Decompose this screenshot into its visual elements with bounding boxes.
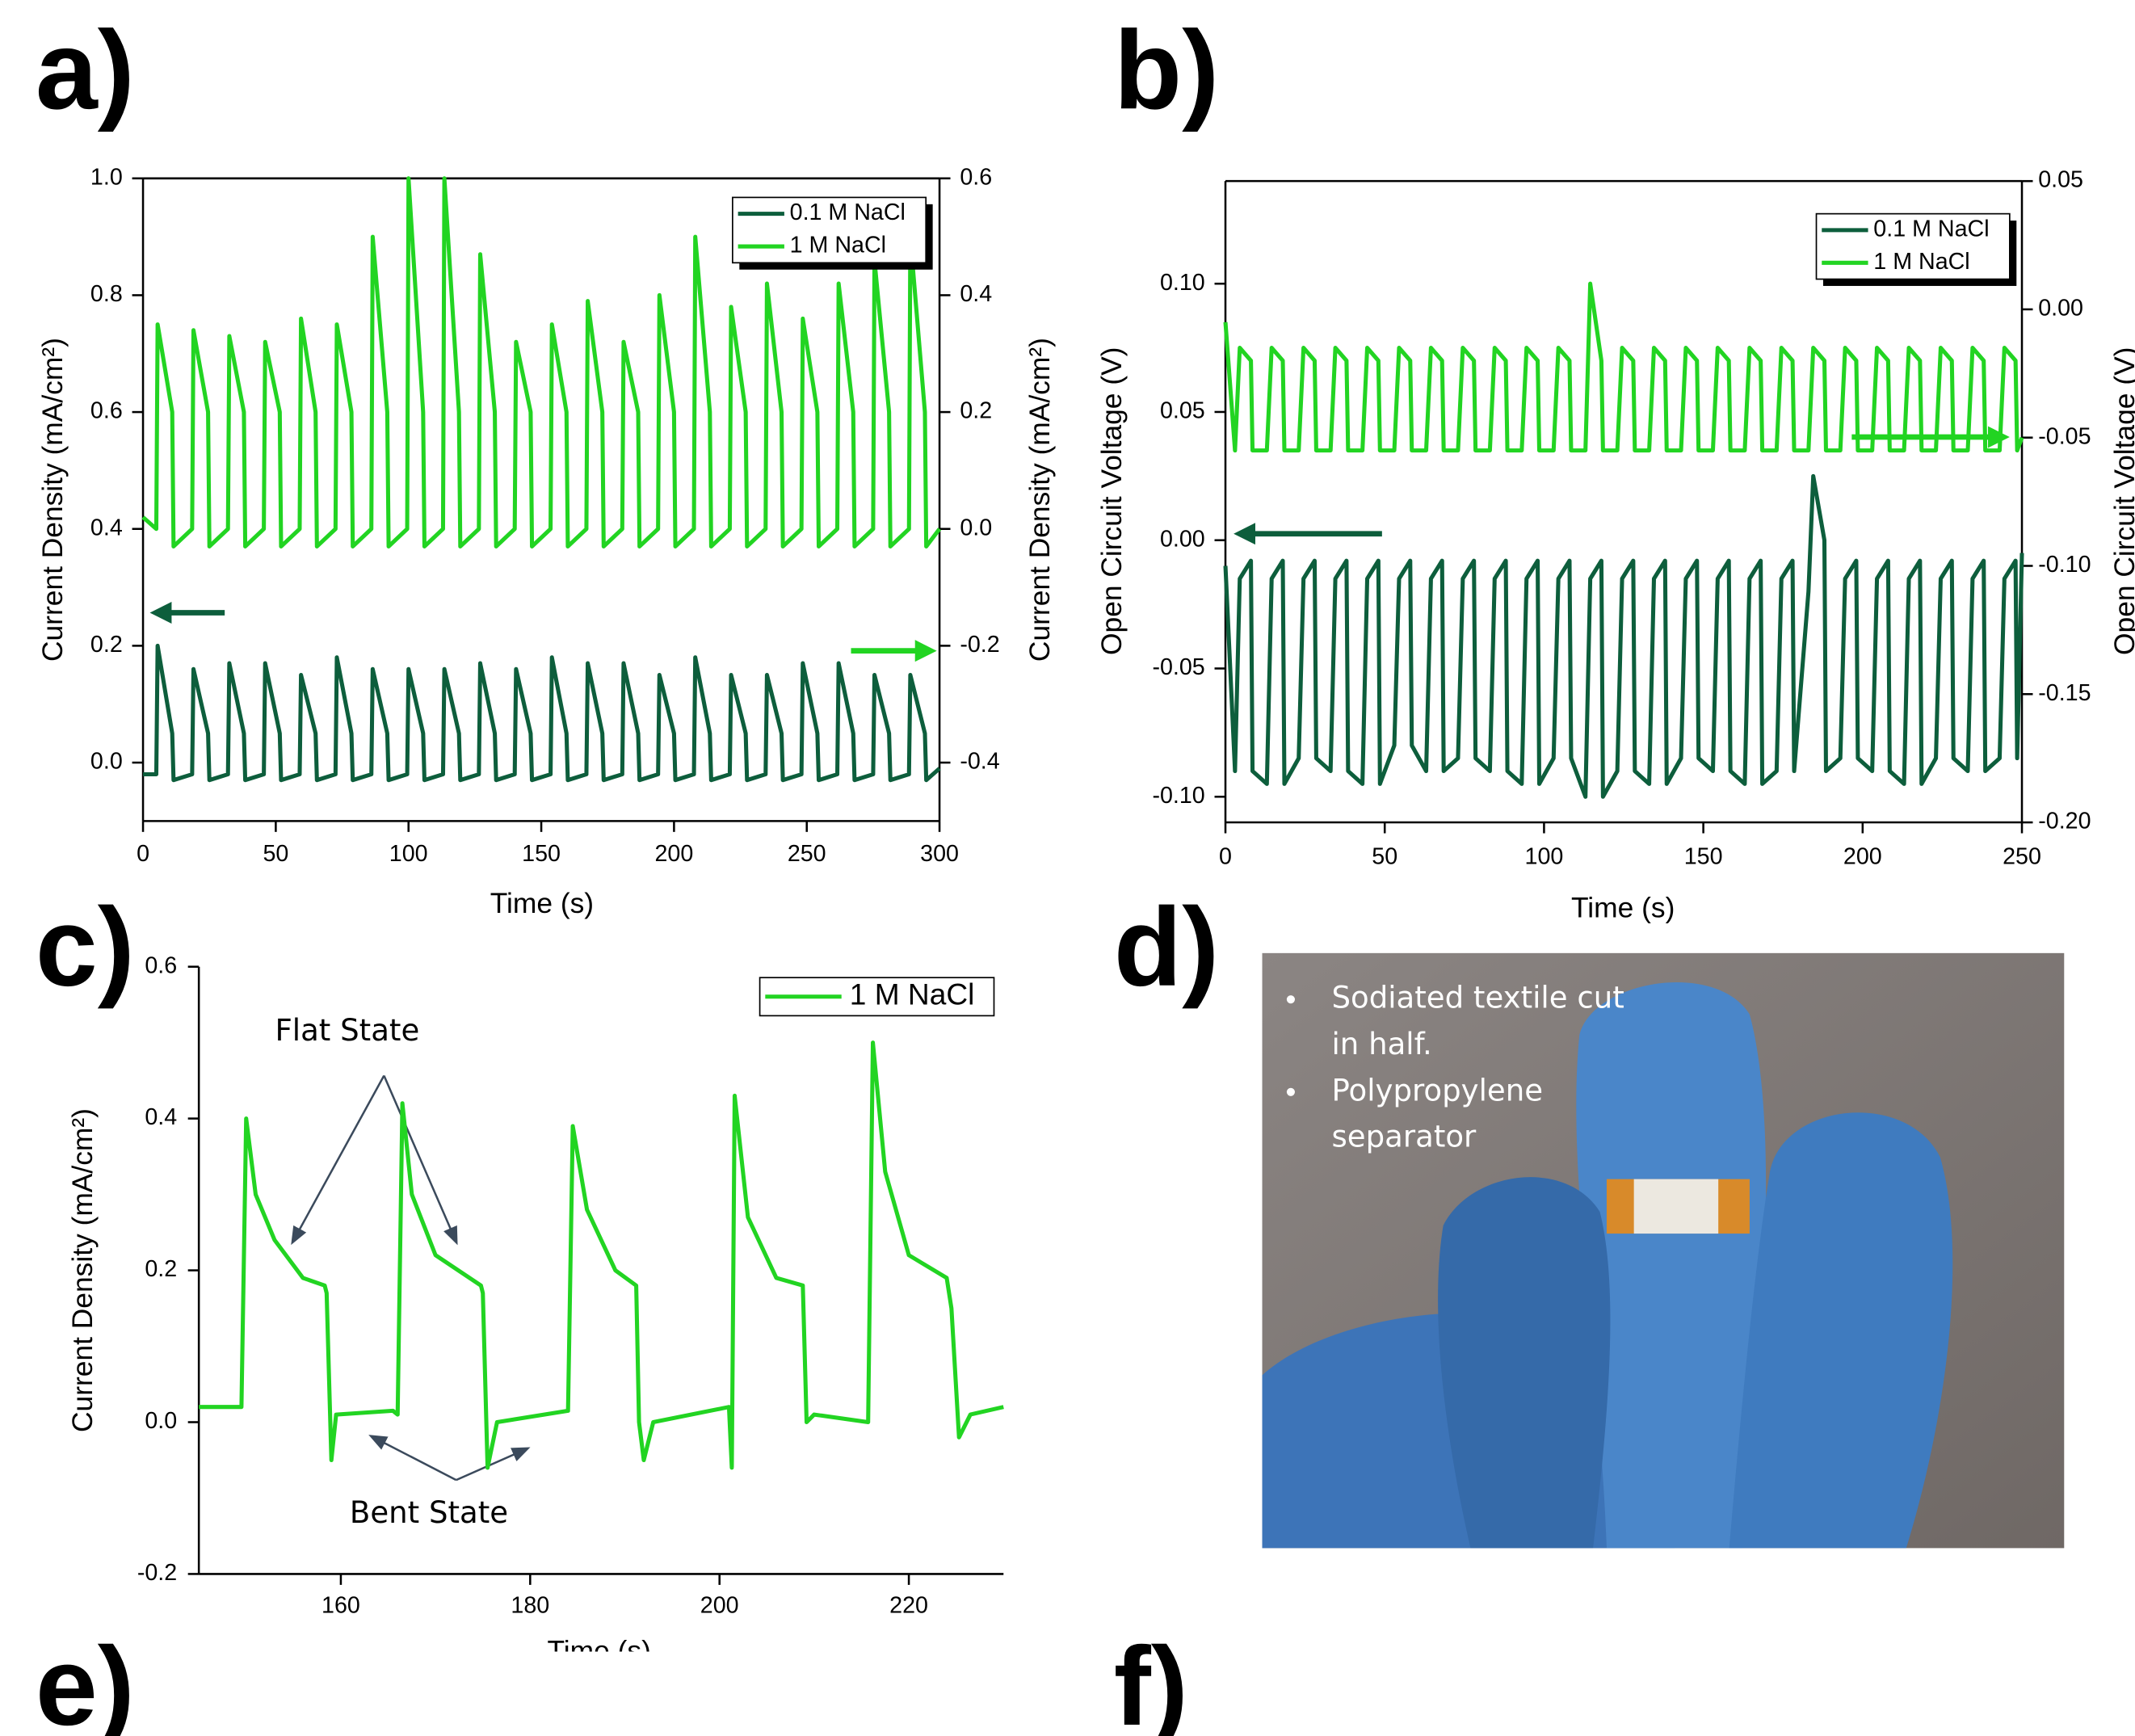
x-tick-label: 160 [322,1592,360,1618]
separator [1633,1179,1719,1234]
glove [1576,982,1767,1549]
series-line [1223,473,2024,799]
x-tick-label: 220 [889,1592,928,1618]
x-tick-label: 200 [654,841,693,867]
x-tick-label: 0 [1219,843,1232,869]
bullet [1286,995,1295,1004]
y2-tick-label: 0.6 [960,164,992,190]
arrow [383,1075,458,1246]
series-line [199,1040,1004,1470]
y-tick-label: 0.4 [145,1104,177,1130]
annotation: Flat State [275,1013,419,1048]
legend-label: 0.1 M NaCl [790,200,906,225]
y-tick-label: 0.6 [145,952,177,978]
panel-label: b) [1114,8,1219,132]
y-tick-label: -0.2 [137,1560,177,1586]
y-tick-label: 0.0 [90,749,123,775]
x-tick-label: 150 [522,841,561,867]
y2-tick-label: 0.05 [2038,167,2083,193]
y-tick-label: 0.00 [1160,526,1205,552]
y-tick-label: 0.6 [90,398,123,424]
y-tick-label: 0.2 [90,632,123,658]
x-tick-label: 200 [1843,843,1882,869]
legend-box [1815,212,2011,280]
legend-label: 1 M NaCl [790,233,886,259]
direction-arrows [149,426,2010,662]
photo: Sodiated textile cut in half. Polypropyl… [1262,952,2065,1549]
bullet-text: separator [1331,1120,1477,1154]
panel-label: a) [36,8,135,132]
y2-tick-label: 0.2 [960,398,992,424]
legend-label: 1 M NaCl [1873,249,1969,275]
x-tick-label: 300 [920,841,959,867]
legend-box [732,196,927,264]
y2-tick-label: 0.0 [960,515,992,540]
y-axis-title: Open Circuit Voltage (V) [1096,347,1128,655]
y-axis-title: Current Density (mA/cm²) [67,1108,99,1432]
bullet-text: in half. [1331,1027,1431,1061]
x-tick-label: 100 [389,841,428,867]
y2-tick-label: -0.4 [960,749,999,775]
y-tick-label: 0.05 [1160,398,1205,424]
glove [1438,1177,1611,1549]
panel-label: f) [1114,1625,1188,1736]
x-tick-label: 200 [700,1592,739,1618]
y-tick-label: -0.10 [1152,783,1204,809]
bullet-text: Polypropylene [1331,1073,1543,1108]
legend-label: 1 M NaCl [850,977,975,1011]
y2-axis-title: Current Density (mA/cm²) [1024,338,1056,662]
arrow [456,1447,531,1482]
y-tick-label: 0.10 [1160,270,1205,296]
bullet [1286,1087,1295,1096]
panel-label: d) [1114,885,1219,1010]
y2-tick-label: -0.15 [2038,680,2091,706]
y-tick-label: 0.8 [90,281,123,307]
x-tick-label: 250 [2003,843,2041,869]
series-line [1223,281,2024,453]
y2-tick-label: 0.4 [960,281,992,307]
y-axis-title: Current Density (mA/cm²) [37,338,69,662]
legend-label: 0.1 M NaCl [1873,216,1989,242]
panel-label: c) [36,885,135,1010]
x-axis-title: Time (s) [490,888,594,919]
annotation: Bent State [350,1495,508,1530]
x-axis-title: Time (s) [1571,892,1675,923]
glove [1729,1112,1953,1549]
y2-tick-label: -0.20 [2038,809,2091,834]
x-tick-label: 150 [1684,843,1723,869]
y2-axis-title: Open Circuit Voltage (V) [2109,347,2135,655]
x-tick-label: 50 [1372,843,1397,869]
y2-tick-label: -0.2 [960,632,999,658]
panel-label: e) [36,1625,135,1736]
x-tick-label: 0 [137,841,149,867]
x-tick-label: 100 [1525,843,1564,869]
annotation-arrows [291,1074,531,1482]
y2-tick-label: -0.10 [2038,552,2091,578]
y-tick-label: 0.4 [90,515,123,540]
x-tick-label: 250 [788,841,826,867]
bullet-text: Sodiated textile cut [1331,981,1624,1015]
x-axis-title: Time (s) [548,1636,651,1667]
x-tick-label: 180 [511,1592,549,1618]
y-tick-label: 1.0 [90,164,123,190]
x-tick-label: 50 [263,841,288,867]
y-tick-label: -0.05 [1152,654,1204,680]
y-tick-label: 0.0 [145,1408,177,1434]
series-line [141,176,942,549]
series-line [143,643,941,783]
y2-tick-label: 0.00 [2038,296,2083,322]
y-tick-label: 0.2 [145,1256,177,1282]
y2-tick-label: -0.05 [2038,423,2091,449]
arrow [368,1435,457,1482]
arrow [291,1074,385,1246]
